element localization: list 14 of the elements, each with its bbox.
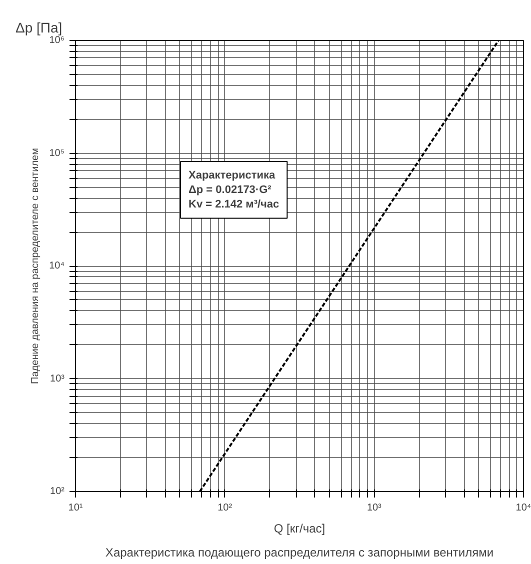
- x-tick-label: 10³: [366, 502, 382, 514]
- text: Δp [Па]: [16, 20, 62, 36]
- x-tick-label: 10¹: [68, 502, 84, 514]
- text: Характеристика подающего распределителя с запорными вентилями: [105, 546, 494, 560]
- x-tick-label: 10²: [218, 502, 233, 514]
- y-tick-label: 10³: [50, 373, 66, 384]
- annotation: Характеристика Δp = 0.02173·G² Kv = 2.142 м³/час: [188, 170, 280, 210]
- x-tick-label: 10⁴: [516, 502, 531, 514]
- y-tick-label: 10⁶: [49, 35, 65, 46]
- y-axis-title: Падение давления на распределителе с вентилем: [30, 148, 42, 384]
- x-axis-title: Q [кг/час]: [274, 522, 326, 536]
- y-tick-label: 10⁵: [49, 148, 65, 159]
- y-tick-label: 10²: [50, 486, 66, 497]
- y-tick-label: 10⁴: [49, 260, 64, 272]
